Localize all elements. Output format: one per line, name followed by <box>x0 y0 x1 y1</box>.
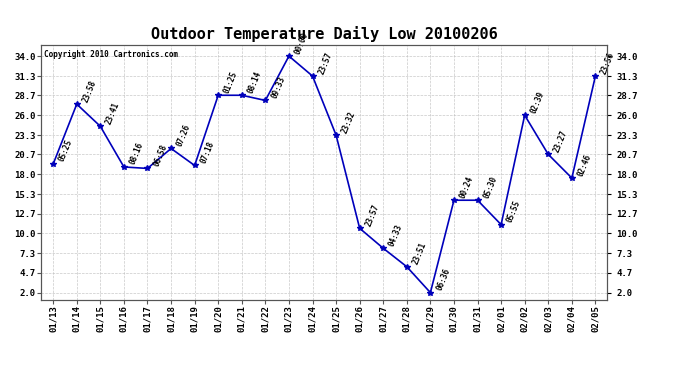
Text: 05:55: 05:55 <box>505 199 522 224</box>
Text: 23:32: 23:32 <box>340 110 357 134</box>
Text: 07:26: 07:26 <box>175 123 193 148</box>
Text: 23:56: 23:56 <box>600 51 617 75</box>
Text: 23:41: 23:41 <box>104 101 121 126</box>
Text: 23:57: 23:57 <box>317 51 334 75</box>
Text: 23:27: 23:27 <box>553 129 569 154</box>
Text: 02:46: 02:46 <box>576 153 593 177</box>
Title: Outdoor Temperature Daily Low 20100206: Outdoor Temperature Daily Low 20100206 <box>151 27 497 42</box>
Text: 23:58: 23:58 <box>81 78 98 104</box>
Text: 05:30: 05:30 <box>482 175 499 200</box>
Text: 23:51: 23:51 <box>411 241 428 266</box>
Text: 00:00: 00:00 <box>293 30 310 55</box>
Text: 07:18: 07:18 <box>199 140 216 165</box>
Text: 02:39: 02:39 <box>529 90 546 114</box>
Text: 09:33: 09:33 <box>270 75 286 100</box>
Text: 05:25: 05:25 <box>57 138 75 163</box>
Text: 08:14: 08:14 <box>246 70 263 94</box>
Text: 00:24: 00:24 <box>458 175 475 200</box>
Text: 08:16: 08:16 <box>128 141 145 166</box>
Text: 01:25: 01:25 <box>222 70 239 94</box>
Text: 04:33: 04:33 <box>387 223 404 248</box>
Text: 06:58: 06:58 <box>152 143 168 168</box>
Text: Copyright 2010 Cartronics.com: Copyright 2010 Cartronics.com <box>44 50 178 59</box>
Text: 06:36: 06:36 <box>435 267 451 292</box>
Text: 23:57: 23:57 <box>364 203 381 228</box>
